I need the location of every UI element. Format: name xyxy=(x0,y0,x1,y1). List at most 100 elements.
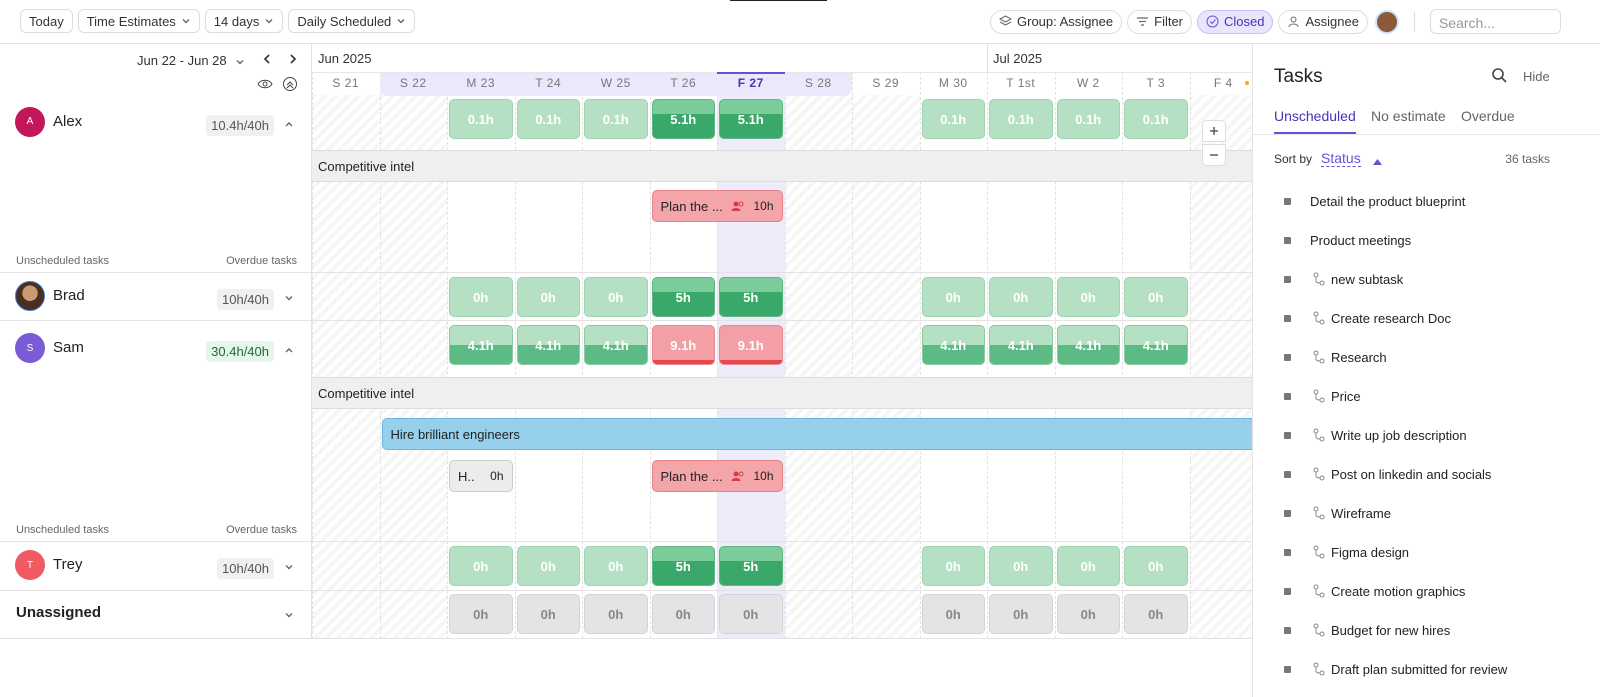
icon-part xyxy=(182,19,190,24)
capacity-cell: 4.1h xyxy=(1056,325,1120,365)
timeline: Jun 2025 Jul 2025 S 21 S 22 M 23 T 24 W 25 T 26… xyxy=(312,44,1252,639)
toolbar-pill[interactable]: Group: Assignee xyxy=(990,9,1123,34)
task-item[interactable]: Price xyxy=(1331,389,1361,404)
toolbar-pill[interactable]: Closed xyxy=(1197,9,1274,34)
expand-toggle[interactable] xyxy=(284,343,294,358)
task-panel: Tasks Hide Unscheduled No estimate Overdue So… xyxy=(1252,44,1600,697)
collapse-icon[interactable] xyxy=(282,76,298,95)
cell-label: 5.1h xyxy=(737,111,764,127)
cell-label: 9.1h xyxy=(670,337,697,353)
toolbar-top-mark xyxy=(730,0,827,1)
subtask-icon xyxy=(1313,545,1325,562)
task-chip[interactable]: Plan the ... 10h xyxy=(651,190,783,222)
toolbar-button[interactable]: Daily Scheduled xyxy=(288,9,416,33)
icon-part xyxy=(283,77,297,91)
expand-toggle[interactable] xyxy=(284,291,294,306)
task-label: Hire brilliant engineers xyxy=(390,426,520,442)
panel-tab[interactable]: Overdue xyxy=(1461,108,1515,124)
chevron-icon xyxy=(396,16,406,26)
task-item[interactable]: Wireframe xyxy=(1331,506,1391,521)
icon-part xyxy=(1315,394,1321,401)
task-item[interactable]: Write up job description xyxy=(1331,428,1467,443)
icon-part xyxy=(236,60,244,65)
panel-search[interactable] xyxy=(1491,67,1507,86)
task-item[interactable]: Budget for new hires xyxy=(1331,623,1451,638)
pill-label: Group: Assignee xyxy=(1017,14,1114,29)
icon-part xyxy=(1313,350,1325,364)
subtask-icon xyxy=(1313,662,1325,679)
toolbar-button[interactable]: Time Estimates xyxy=(77,9,200,33)
status-square xyxy=(1284,354,1291,361)
column-line xyxy=(717,72,718,639)
task-item[interactable]: Create motion graphics xyxy=(1331,584,1466,599)
button-label: Daily Scheduled xyxy=(297,13,392,29)
capacity-cell: 0h xyxy=(584,546,648,586)
panel-tab[interactable]: No estimate xyxy=(1371,108,1446,124)
task-item[interactable]: Figma design xyxy=(1331,545,1410,560)
prev-arrow[interactable] xyxy=(261,53,273,68)
cell-fill xyxy=(1125,345,1187,364)
task-item[interactable]: Draft plan submitted for review xyxy=(1331,662,1508,677)
icon-part xyxy=(731,471,744,481)
day-label: W 2 xyxy=(1076,76,1100,90)
cell-label: 5.1h xyxy=(670,111,697,127)
sort-value[interactable]: Status xyxy=(1321,150,1361,167)
icon-part xyxy=(285,565,293,570)
icon-part xyxy=(262,81,268,87)
toolbar-button[interactable]: 14 days xyxy=(204,9,284,33)
capacity-cell: 0h xyxy=(1124,594,1188,634)
search-input[interactable]: Search... xyxy=(1429,9,1561,34)
task-item[interactable]: Product meetings xyxy=(1310,233,1412,248)
capacity-cell: 0h xyxy=(989,546,1053,586)
icon-part xyxy=(1315,316,1321,323)
capacity-cell: 0h xyxy=(1056,594,1120,634)
weekend-hatch xyxy=(1189,95,1252,639)
cell-label: 0h xyxy=(675,606,691,622)
icon-part xyxy=(1313,428,1319,434)
task-item[interactable]: Create research Doc xyxy=(1331,311,1451,326)
toolbar-pill[interactable]: Filter xyxy=(1127,9,1193,34)
zoom-button[interactable] xyxy=(1202,144,1226,166)
next-arrow[interactable] xyxy=(287,53,299,68)
expand-toggle[interactable] xyxy=(284,560,294,575)
capacity-cell: 0h xyxy=(921,594,985,634)
panel-hide[interactable]: Hide xyxy=(1523,69,1550,84)
cell-label: 0.1h xyxy=(467,111,494,127)
capacity-cell: 0h xyxy=(516,277,580,317)
zoom-button[interactable] xyxy=(1202,120,1226,142)
task-hours: 10h xyxy=(753,469,774,483)
weekend-hatch xyxy=(784,95,852,639)
status-square xyxy=(1284,432,1291,439)
cell-label: 4.1h xyxy=(1075,337,1102,353)
cell-label: 4.1h xyxy=(602,337,629,353)
icon-part xyxy=(1209,19,1216,25)
capacity-cell: 0h xyxy=(449,594,513,634)
icon-part xyxy=(1313,623,1325,637)
icon-part xyxy=(1290,16,1297,23)
cell-label: 0h xyxy=(1148,558,1164,574)
eye-icon[interactable] xyxy=(257,77,273,94)
toolbar-pill[interactable]: Assignee xyxy=(1278,9,1368,34)
assignee-name: Unassigned xyxy=(16,604,102,621)
icon-part xyxy=(263,54,270,64)
task-item[interactable]: Research xyxy=(1331,350,1387,365)
task-item[interactable]: new subtask xyxy=(1331,272,1404,287)
panel-tab[interactable]: Unscheduled xyxy=(1274,108,1356,124)
task-chip[interactable]: H.. 0h xyxy=(449,460,513,492)
task-item[interactable]: Post on linkedin and socials xyxy=(1331,467,1492,482)
capacity-cell: 5h xyxy=(719,277,783,317)
icon-part xyxy=(731,201,744,211)
status-square xyxy=(1284,237,1291,244)
capacity-cell: 5.1h xyxy=(651,99,715,139)
expand-toggle[interactable] xyxy=(284,608,294,623)
task-chip[interactable]: Plan the ... 10h xyxy=(651,460,783,492)
icon-part xyxy=(1313,545,1319,551)
expand-toggle[interactable] xyxy=(284,117,294,132)
cell-label: 0h xyxy=(540,606,556,622)
task-item[interactable]: Detail the product blueprint xyxy=(1310,194,1466,209)
task-chip[interactable]: Hire brilliant engineers xyxy=(381,418,1252,450)
date-range[interactable]: Jun 22 - Jun 28 xyxy=(137,53,227,68)
avatar: T xyxy=(15,550,45,580)
toolbar-button[interactable]: Today xyxy=(20,9,73,33)
